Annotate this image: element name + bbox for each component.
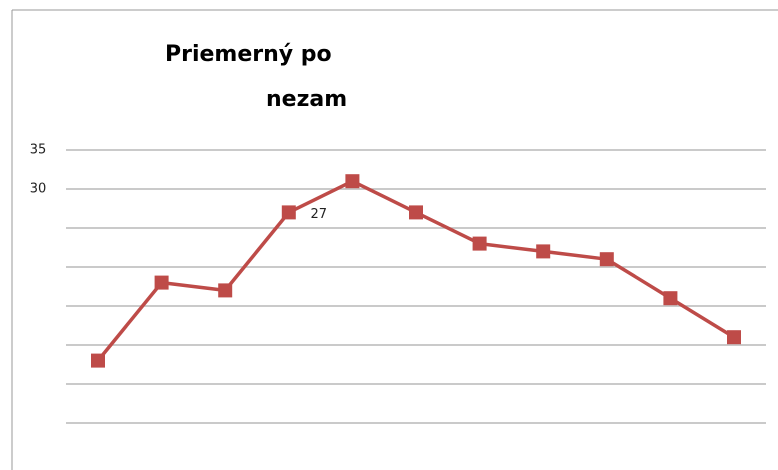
marker	[599, 252, 614, 267]
y-tick-label: 30	[30, 182, 47, 197]
marker	[345, 174, 360, 189]
marker	[472, 236, 487, 251]
marker	[281, 205, 296, 220]
y-tick-label: 35	[30, 143, 47, 158]
marker	[218, 283, 233, 298]
data-label: 27	[311, 207, 328, 222]
chart-title: nezam	[266, 87, 347, 112]
chart-title: Priemerný po	[165, 42, 332, 67]
marker	[154, 275, 169, 290]
marker	[663, 291, 678, 306]
marker	[409, 205, 423, 220]
marker	[536, 244, 551, 259]
marker	[727, 330, 741, 345]
marker	[91, 353, 105, 368]
